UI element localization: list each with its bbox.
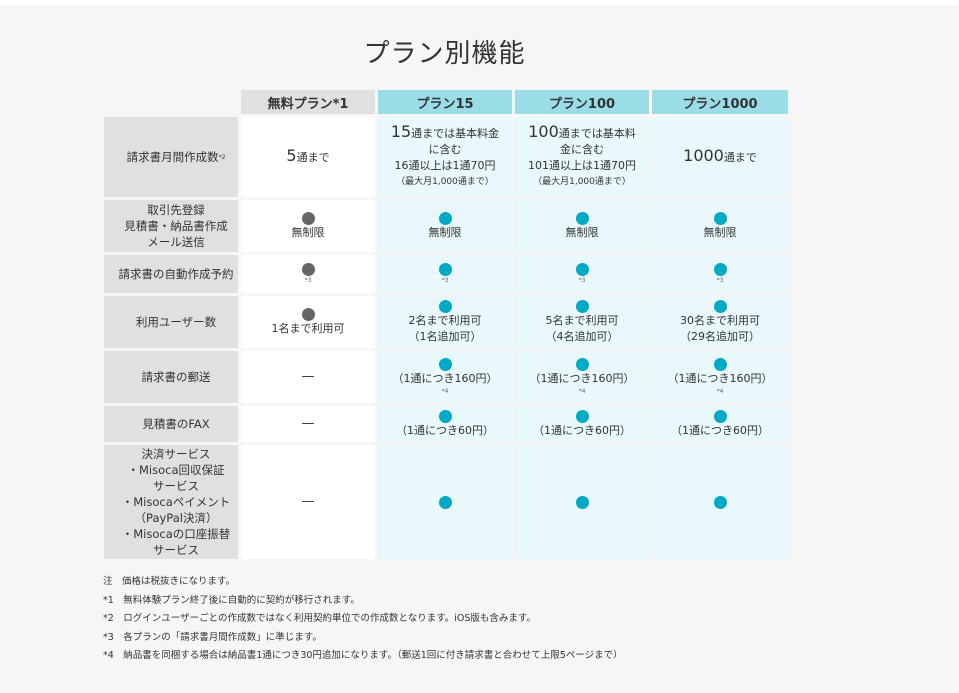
cell-mail-100: （1通につき160円） *4	[515, 351, 649, 403]
table-row-users: 利用ユーザー数 1名まで利用可 2名まで利用可 （1名追加可） 5名まで利用可 …	[104, 296, 788, 348]
row-label-mail: 請求書の郵送	[104, 351, 238, 403]
cell-mail-free: —	[241, 351, 375, 403]
row-label-payment: 決済サービス ・Misoca回収保証 サービス ・Misocaペイメント （Pa…	[104, 445, 238, 559]
included-dot-icon	[575, 211, 589, 225]
cell-basics-15: 無制限	[378, 200, 512, 252]
footnote-line: *1 無料体験プラン終了後に自動的に契約が移行されます。	[103, 594, 360, 606]
cell-fax-100: （1通につき60円）	[515, 406, 649, 442]
cell-basics-free: 無制限	[241, 200, 375, 252]
included-dot-icon	[438, 409, 452, 423]
footnote-line: *2 ログインユーザーごとの作成数ではなく利用契約単位での作成数となります。iO…	[103, 613, 536, 624]
not-available-dash: —	[301, 494, 315, 509]
not-available-dash: —	[301, 416, 315, 431]
table-header-row: 無料プラン*1 プラン15 プラン100 プラン1000	[104, 90, 788, 114]
included-dot-icon	[438, 211, 452, 225]
footnote-mark: *2	[218, 154, 226, 161]
cell-invoices-1000: 1000通まで	[652, 117, 788, 197]
row-label-invoices: 請求書月間作成数*2	[104, 117, 238, 197]
table-row-fax: 見積書のFAX — （1通につき60円） （1通につき60円） （1通につき60…	[104, 406, 788, 442]
row-label-fax: 見積書のFAX	[104, 406, 238, 442]
included-dot-icon	[438, 262, 452, 276]
cell-auto-1000: *3	[652, 255, 788, 293]
table-row-invoices: 請求書月間作成数*2 5通まで 15通までは基本料金 に含む 16通以上は1通7…	[104, 117, 788, 197]
included-dot-icon	[713, 357, 727, 371]
table-row-mail: 請求書の郵送 — （1通につき160円） *4 （1通につき160円） *4 （…	[104, 351, 788, 403]
included-dot-icon	[713, 211, 727, 225]
cell-basics-100: 無制限	[515, 200, 649, 252]
cell-payment-free: —	[241, 445, 375, 559]
cell-users-free: 1名まで利用可	[241, 296, 375, 348]
cell-payment-1000	[652, 445, 788, 559]
included-dot-icon	[713, 299, 727, 313]
cell-basics-1000: 無制限	[652, 200, 788, 252]
cell-fax-free: —	[241, 406, 375, 442]
included-dot-icon	[438, 357, 452, 371]
plan-header-free: 無料プラン*1	[241, 90, 375, 114]
included-dot-icon	[438, 495, 452, 509]
cell-mail-1000: （1通につき160円） *4	[652, 351, 788, 403]
cell-users-100: 5名まで利用可 （4名追加可）	[515, 296, 649, 348]
page: プラン別機能 無料プラン*1 プラン15 プラン100 プラン1000 請求書月…	[0, 5, 959, 693]
included-dot-icon	[575, 495, 589, 509]
included-dot-icon	[713, 495, 727, 509]
row-label-users: 利用ユーザー数	[104, 296, 238, 348]
plan-header-15: プラン15	[378, 90, 512, 114]
included-dot-icon	[713, 262, 727, 276]
cell-users-15: 2名まで利用可 （1名追加可）	[378, 296, 512, 348]
included-dot-icon	[301, 211, 315, 225]
included-dot-icon	[575, 409, 589, 423]
included-dot-icon	[713, 409, 727, 423]
table-row-basics: 取引先登録 見積書・納品書作成 メール送信 無制限 無制限 無制限 無制限	[104, 200, 788, 252]
included-dot-icon	[301, 307, 315, 321]
cell-auto-free: *3	[241, 255, 375, 293]
cell-mail-15: （1通につき160円） *4	[378, 351, 512, 403]
not-available-dash: —	[301, 369, 315, 384]
page-title: プラン別機能	[363, 39, 526, 69]
cell-auto-15: *3	[378, 255, 512, 293]
table-row-payment: 決済サービス ・Misoca回収保証 サービス ・Misocaペイメント （Pa…	[104, 445, 788, 559]
cell-invoices-15: 15通までは基本料金 に含む 16通以上は1通70円 （最大月1,000通まで）	[378, 117, 512, 197]
cell-fax-1000: （1通につき60円）	[652, 406, 788, 442]
cell-fax-15: （1通につき60円）	[378, 406, 512, 442]
header-empty-cell	[104, 90, 238, 114]
row-label-basics: 取引先登録 見積書・納品書作成 メール送信	[104, 200, 238, 252]
cell-payment-100	[515, 445, 649, 559]
plan-comparison-table: 無料プラン*1 プラン15 プラン100 プラン1000 請求書月間作成数*2 …	[101, 87, 791, 562]
footnote-line: *4 納品書を同梱する場合は納品書1通につき30円追加になります。（郵送1回に付…	[103, 650, 623, 661]
plan-header-1000: プラン1000	[652, 90, 788, 114]
included-dot-icon	[575, 357, 589, 371]
cell-auto-100: *3	[515, 255, 649, 293]
included-dot-icon	[575, 262, 589, 276]
plan-header-100: プラン100	[515, 90, 649, 114]
cell-invoices-100: 100通までは基本料 金に含む 101通以上は1通70円 （最大月1,000通ま…	[515, 117, 649, 197]
cell-invoices-free: 5通まで	[241, 117, 375, 197]
cell-users-1000: 30名まで利用可 （29名追加可）	[652, 296, 788, 348]
footnote-line: 注 価格は税抜きになります。	[103, 576, 236, 587]
included-dot-icon	[301, 262, 315, 276]
row-label-auto: 請求書の自動作成予約	[104, 255, 238, 293]
table-row-auto: 請求書の自動作成予約 *3 *3 *3 *3	[104, 255, 788, 293]
cell-payment-15	[378, 445, 512, 559]
included-dot-icon	[438, 299, 452, 313]
footnotes: 注 価格は税抜きになります。 *1 無料体験プラン終了後に自動的に契約が移行され…	[103, 573, 623, 666]
footnote-line: *3 各プランの「請求書月間作成数」に準じます。	[103, 631, 322, 643]
included-dot-icon	[575, 299, 589, 313]
